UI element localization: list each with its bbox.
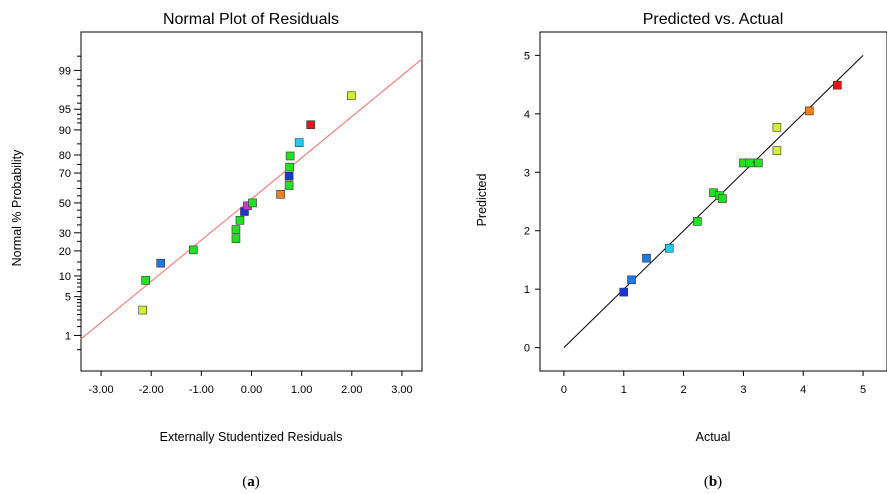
predicted-vs-actual-y-axis-label: Predicted xyxy=(475,174,489,227)
x-tick-label: 1.00 xyxy=(291,384,312,396)
predicted-vs-actual-x-axis-label: Actual xyxy=(696,430,731,444)
residual-point xyxy=(138,305,147,315)
residual-point xyxy=(235,216,245,225)
prediction-point xyxy=(833,80,842,90)
residual-point xyxy=(231,234,241,244)
predicted-vs-actual-caption-letter: b xyxy=(709,474,717,490)
residual-point xyxy=(346,91,356,101)
residual-point xyxy=(294,138,304,147)
residual-point xyxy=(276,190,285,199)
y-tick-label: 10 xyxy=(59,271,71,283)
prediction-point xyxy=(619,287,629,297)
prediction-point xyxy=(772,146,782,155)
normal-plot-points xyxy=(138,91,356,315)
y-tick-label: 99 xyxy=(59,65,71,77)
predicted-vs-actual-panel: Predicted vs. Actual 0 1 2 3 4 5 0 1 2 3 4 5 Actua… xyxy=(475,11,887,490)
x-tick-label: 5 xyxy=(860,384,866,396)
prediction-point xyxy=(664,243,674,253)
normal-plot-y-axis-label: Normal % Probability xyxy=(10,149,24,266)
prediction-point xyxy=(804,106,814,116)
y-tick-label: 5 xyxy=(65,292,71,304)
y-tick-label: 50 xyxy=(59,198,71,210)
prediction-point xyxy=(693,217,702,226)
residual-point xyxy=(284,181,294,190)
y-tick-label: 3 xyxy=(524,167,530,179)
y-tick-label: 4 xyxy=(524,109,530,121)
prediction-point xyxy=(772,122,782,132)
normal-plot-y-axis: 1 5 10 20 30 50 70 80 90 95 99 xyxy=(59,55,81,351)
y-tick-label: 5 xyxy=(524,50,530,62)
residual-point xyxy=(189,245,198,255)
y-tick-label: 1 xyxy=(524,284,530,296)
y-tick-label: 1 xyxy=(65,330,71,342)
x-tick-label: 3 xyxy=(740,384,746,396)
predicted-vs-actual-frame xyxy=(539,31,887,372)
y-tick-label: 0 xyxy=(524,343,530,355)
x-tick-label: 1 xyxy=(621,384,627,396)
normal-plot-caption: (a) xyxy=(242,474,260,490)
predicted-vs-actual-y-axis: 0 1 2 3 4 5 xyxy=(524,50,540,355)
prediction-point xyxy=(718,194,727,203)
predicted-vs-actual-reference-line xyxy=(563,55,864,348)
normal-plot-title: Normal Plot of Residuals xyxy=(163,11,339,28)
y-tick-label: 2 xyxy=(524,226,530,238)
x-tick-label: 2.00 xyxy=(341,384,362,396)
predicted-vs-actual-points xyxy=(619,80,842,297)
prediction-point xyxy=(642,253,651,263)
normal-plot-x-axis: -3.00 -2.00 -1.00 0.00 1.00 2.00 3.00 xyxy=(89,371,413,396)
residual-point xyxy=(284,171,294,181)
y-tick-label: 20 xyxy=(59,246,71,258)
residual-point xyxy=(156,258,166,268)
predicted-vs-actual-title: Predicted vs. Actual xyxy=(643,11,784,28)
y-tick-label: 30 xyxy=(59,228,71,240)
normal-plot-x-axis-label: Externally Studentized Residuals xyxy=(160,430,343,444)
residual-point xyxy=(141,276,150,285)
residual-point xyxy=(231,225,241,234)
prediction-point xyxy=(627,275,636,285)
prediction-point xyxy=(754,158,763,168)
y-tick-label: 95 xyxy=(59,104,71,116)
prediction-point xyxy=(745,158,754,168)
x-tick-label: -3.00 xyxy=(89,384,114,396)
normal-plot-caption-letter: a xyxy=(247,474,255,490)
y-tick-label: 80 xyxy=(59,150,71,162)
x-tick-label: 3.00 xyxy=(391,384,412,396)
normal-plot-panel: Normal Plot of Residuals 1 5 10 20 30 50 70 80 9… xyxy=(10,11,423,490)
x-tick-label: -1.00 xyxy=(189,384,214,396)
y-tick-label: 90 xyxy=(59,125,71,137)
x-tick-label: 0 xyxy=(561,384,567,396)
x-tick-label: 2 xyxy=(681,384,687,396)
residual-point xyxy=(285,162,294,172)
residual-point xyxy=(248,198,257,208)
x-tick-label: 4 xyxy=(800,384,806,396)
x-tick-label: -2.00 xyxy=(139,384,164,396)
x-tick-label: 0.00 xyxy=(241,384,262,396)
y-tick-label: 70 xyxy=(59,168,71,180)
residual-point xyxy=(306,120,315,130)
predicted-vs-actual-x-axis: 0 1 2 3 4 5 xyxy=(561,371,866,396)
residual-point xyxy=(285,151,295,161)
predicted-vs-actual-caption: (b) xyxy=(704,474,722,490)
